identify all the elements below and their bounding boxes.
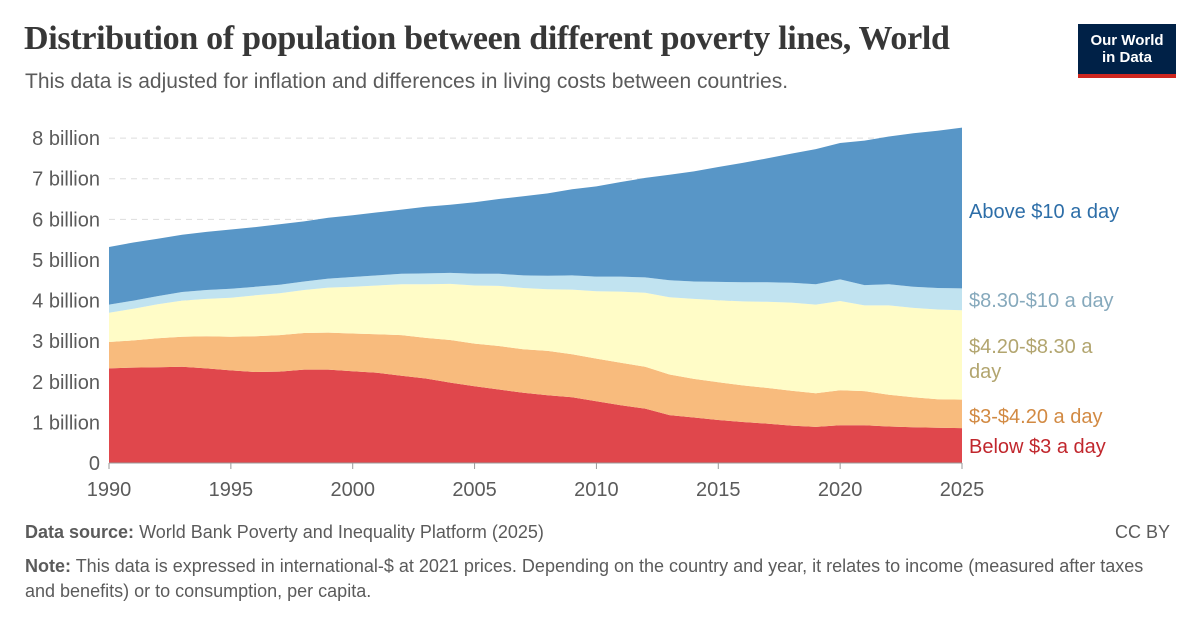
area-series-3[interactable] [109,272,962,313]
license[interactable]: CC BY [1114,522,1170,542]
x-tick-label: 2010 [574,479,619,501]
axes: 0 1 billion 2 billion 3 billion 4 billion 5 b… [32,128,984,501]
x-tick-label: 2000 [330,479,375,501]
chart-note: Note: This data is expressed in internat… [25,554,1145,604]
logo-line-2: in Data [1101,49,1152,66]
logo-line-1: Our World [1090,32,1164,49]
y-tick-label: 3 billion [32,331,100,353]
note-label: Note: [25,556,71,576]
series-labels: Below $3 a day $3-$4.20 a day $4.20-$8.30 … [969,201,1119,458]
data-source-text[interactable]: World Bank Poverty and Inequality Platfo… [139,522,544,542]
note-text: This data is expressed in international-… [25,556,1144,601]
y-tick-label: 2 billion [32,372,100,394]
area-series [109,127,962,463]
series-label-0: Below $3 a day [969,436,1106,458]
area-series-2[interactable] [109,283,962,400]
series-label-4: Above $10 a day [969,201,1119,223]
y-tick-label: 0 [89,453,100,475]
y-tick-label: 7 billion [32,169,100,191]
series-label-1: $3-$4.20 a day [969,406,1102,428]
y-tick-label: 6 billion [32,209,100,231]
y-tick-label: 8 billion [32,128,100,150]
area-series-4[interactable] [109,127,962,305]
series-label-3: $8.30-$10 a day [969,290,1114,312]
data-source-label: Data source: [25,522,135,542]
x-tick-label: 1995 [209,479,254,501]
owid-logo[interactable]: Our World in Data [1078,24,1176,78]
x-tick-label: 2020 [818,479,863,501]
area-series-1[interactable] [109,332,962,429]
x-tick-label: 1990 [87,479,132,501]
x-tick-label: 2025 [940,479,985,501]
y-tick-label: 1 billion [32,412,100,434]
y-tick-label: 5 billion [32,250,100,272]
x-tick-label: 2015 [696,479,741,501]
data-source: Data source: World Bank Poverty and Ineq… [25,522,544,543]
chart-title: Distribution of population between diffe… [24,20,950,57]
x-tick-label: 2005 [452,479,497,501]
series-label-2: $4.20-$8.30 a day [969,336,1093,383]
area-series-0[interactable] [109,366,962,463]
y-tick-label: 4 billion [32,291,100,313]
chart-subtitle: This data is adjusted for inflation and … [25,70,789,93]
